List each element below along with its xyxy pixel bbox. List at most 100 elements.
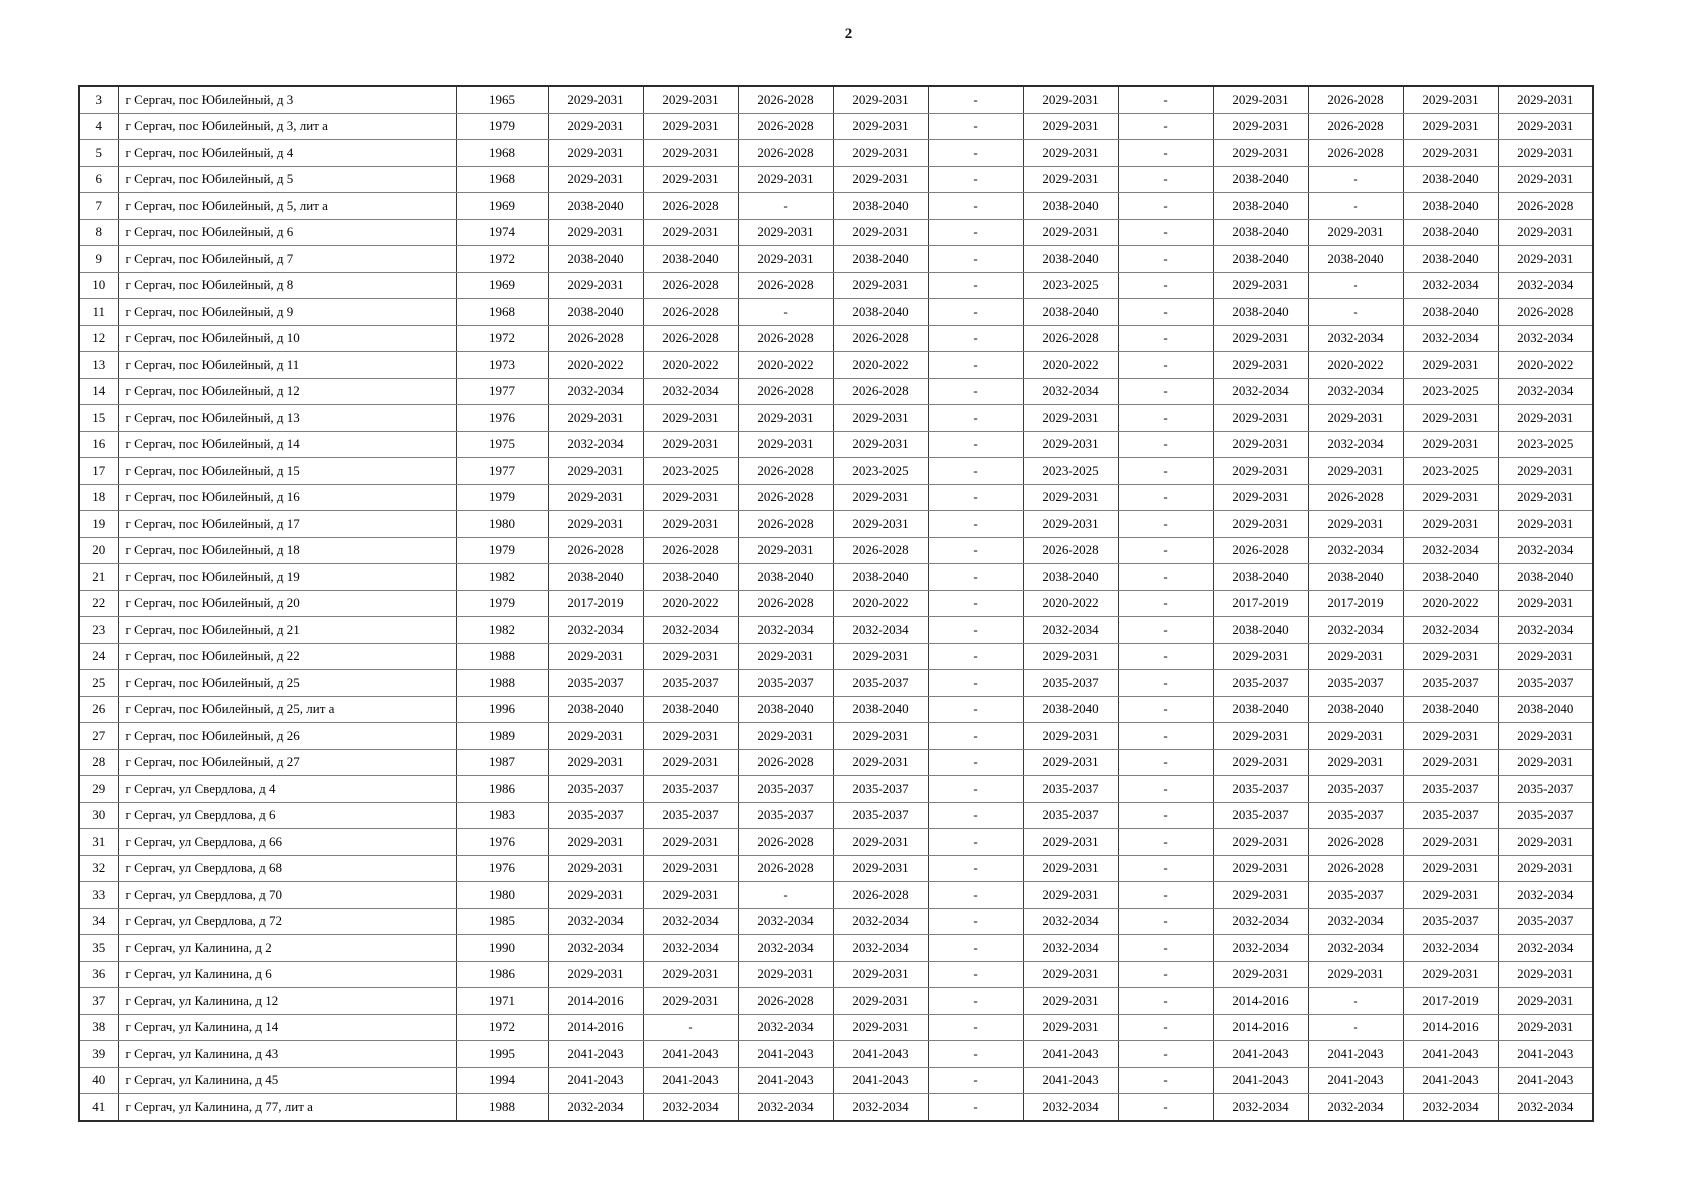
row-number-cell: 36	[78, 960, 119, 988]
address-cell: г Сергач, пос Юбилейный, д 5	[117, 165, 457, 193]
repair-period-cell: 2017-2019	[1212, 589, 1309, 617]
repair-period-cell: -	[927, 828, 1024, 856]
repair-period-cell: 2026-2028	[737, 271, 834, 299]
repair-period-cell: 2032-2034	[1307, 324, 1404, 352]
row-number-cell: 34	[78, 907, 119, 935]
repair-period-cell: 2038-2040	[1497, 695, 1594, 723]
repair-period-cell: 2020-2022	[642, 589, 739, 617]
repair-period-cell: 2029-2031	[547, 85, 644, 114]
repair-period-cell: 2032-2034	[1402, 324, 1499, 352]
table-row: 21 г Сергач, пос Юбилейный, д 19 1982 2038-…	[78, 563, 1594, 591]
row-number-cell: 27	[78, 722, 119, 750]
repair-period-cell: 2041-2043	[642, 1066, 739, 1094]
repair-period-cell: 2029-2031	[1402, 881, 1499, 909]
repair-period-cell: 2020-2022	[832, 351, 929, 379]
repair-period-cell: 2038-2040	[1402, 165, 1499, 193]
repair-period-cell: 2032-2034	[832, 907, 929, 935]
repair-period-cell: 2023-2025	[832, 457, 929, 485]
repair-period-cell: -	[642, 1013, 739, 1041]
repair-period-cell: 2029-2031	[642, 854, 739, 882]
repair-period-cell: 2014-2016	[547, 987, 644, 1015]
repair-period-cell: 2035-2037	[1497, 669, 1594, 697]
repair-period-cell: 2035-2037	[1497, 775, 1594, 803]
repair-period-cell: 2038-2040	[1212, 165, 1309, 193]
repair-period-cell: 2032-2034	[642, 616, 739, 644]
repair-period-cell: -	[1117, 695, 1214, 723]
repair-period-cell: 2035-2037	[642, 801, 739, 829]
repair-period-cell: 2029-2031	[1307, 960, 1404, 988]
address-cell: г Сергач, пос Юбилейный, д 15	[117, 457, 457, 485]
repair-period-cell: 2032-2034	[1022, 907, 1119, 935]
address-cell: г Сергач, пос Юбилейный, д 9	[117, 298, 457, 326]
repair-period-cell: 2038-2040	[1212, 563, 1309, 591]
repair-period-cell: 2026-2028	[737, 377, 834, 405]
table-row: 22 г Сергач, пос Юбилейный, д 20 1979 2017-…	[78, 589, 1594, 617]
repair-period-cell: -	[927, 85, 1024, 114]
repair-period-cell: 2041-2043	[1402, 1040, 1499, 1068]
address-cell: г Сергач, ул Калинина, д 6	[117, 960, 457, 988]
repair-period-cell: 2029-2031	[642, 881, 739, 909]
repair-period-cell: 2029-2031	[737, 245, 834, 273]
repair-period-cell: 2032-2034	[1307, 616, 1404, 644]
repair-period-cell: -	[1117, 483, 1214, 511]
repair-period-cell: 2029-2031	[832, 828, 929, 856]
repair-period-cell: 2029-2031	[832, 165, 929, 193]
repair-period-cell: 2038-2040	[547, 563, 644, 591]
repair-period-cell: 2032-2034	[1307, 430, 1404, 458]
repair-period-cell: -	[1117, 748, 1214, 776]
repair-period-cell: -	[927, 881, 1024, 909]
repair-period-cell: -	[927, 165, 1024, 193]
year-built-cell: 1969	[455, 271, 549, 299]
table-row: 27 г Сергач, пос Юбилейный, д 26 1989 2029-…	[78, 722, 1594, 750]
repair-period-cell: -	[927, 589, 1024, 617]
repair-period-cell: 2029-2031	[1212, 854, 1309, 882]
address-cell: г Сергач, ул Свердлова, д 72	[117, 907, 457, 935]
repair-period-cell: 2038-2040	[547, 245, 644, 273]
repair-period-cell: 2026-2028	[1307, 483, 1404, 511]
repair-period-cell: 2029-2031	[1497, 510, 1594, 538]
repair-period-cell: 2026-2028	[737, 324, 834, 352]
repair-period-cell: -	[1307, 298, 1404, 326]
table-row: 16 г Сергач, пос Юбилейный, д 14 1975 2032-…	[78, 430, 1594, 458]
repair-period-cell: 2035-2037	[1022, 775, 1119, 803]
repair-period-cell: 2023-2025	[1022, 457, 1119, 485]
repair-period-cell: 2029-2031	[1022, 854, 1119, 882]
row-number-cell: 10	[78, 271, 119, 299]
repair-period-cell: -	[1307, 165, 1404, 193]
repair-period-cell: 2029-2031	[1497, 112, 1594, 140]
address-cell: г Сергач, ул Калинина, д 45	[117, 1066, 457, 1094]
repair-period-cell: -	[1117, 801, 1214, 829]
row-number-cell: 15	[78, 404, 119, 432]
repair-period-cell: -	[927, 987, 1024, 1015]
repair-period-cell: 2029-2031	[1022, 165, 1119, 193]
repair-period-cell: -	[927, 536, 1024, 564]
repair-period-cell: 2032-2034	[642, 377, 739, 405]
repair-period-cell: 2029-2031	[1022, 828, 1119, 856]
repair-period-cell: -	[927, 483, 1024, 511]
address-cell: г Сергач, пос Юбилейный, д 3, лит а	[117, 112, 457, 140]
repair-period-cell: 2029-2031	[547, 854, 644, 882]
repair-period-cell: 2029-2031	[547, 165, 644, 193]
repair-period-cell: -	[927, 377, 1024, 405]
repair-period-cell: 2029-2031	[547, 483, 644, 511]
repair-period-cell: 2038-2040	[1402, 245, 1499, 273]
table-row: 34 г Сергач, ул Свердлова, д 72 1985 2032-2…	[78, 907, 1594, 935]
year-built-cell: 1979	[455, 589, 549, 617]
repair-period-cell: -	[1117, 907, 1214, 935]
table-row: 25 г Сергач, пос Юбилейный, д 25 1988 2035-…	[78, 669, 1594, 697]
repair-period-cell: 2029-2031	[547, 642, 644, 670]
row-number-cell: 12	[78, 324, 119, 352]
repair-period-cell: 2029-2031	[1212, 828, 1309, 856]
table-row: 13 г Сергач, пос Юбилейный, д 11 1973 2020-…	[78, 351, 1594, 379]
repair-period-cell: 2029-2031	[642, 748, 739, 776]
repair-period-cell: 2038-2040	[1402, 563, 1499, 591]
repair-period-cell: -	[1117, 669, 1214, 697]
repair-period-cell: 2029-2031	[1022, 722, 1119, 750]
year-built-cell: 1989	[455, 722, 549, 750]
repair-period-cell: 2032-2034	[1307, 1093, 1404, 1121]
row-number-cell: 22	[78, 589, 119, 617]
repair-period-cell: 2029-2031	[1022, 881, 1119, 909]
address-cell: г Сергач, пос Юбилейный, д 3	[117, 85, 457, 114]
